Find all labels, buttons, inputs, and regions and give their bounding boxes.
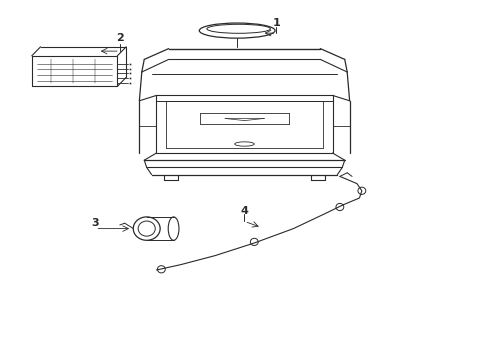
Text: 3: 3 xyxy=(91,218,99,228)
Text: 2: 2 xyxy=(116,33,123,43)
Text: 4: 4 xyxy=(240,206,248,216)
Ellipse shape xyxy=(357,187,365,194)
Ellipse shape xyxy=(157,266,165,273)
Ellipse shape xyxy=(250,238,258,246)
Text: 1: 1 xyxy=(272,18,280,28)
Ellipse shape xyxy=(335,203,343,211)
